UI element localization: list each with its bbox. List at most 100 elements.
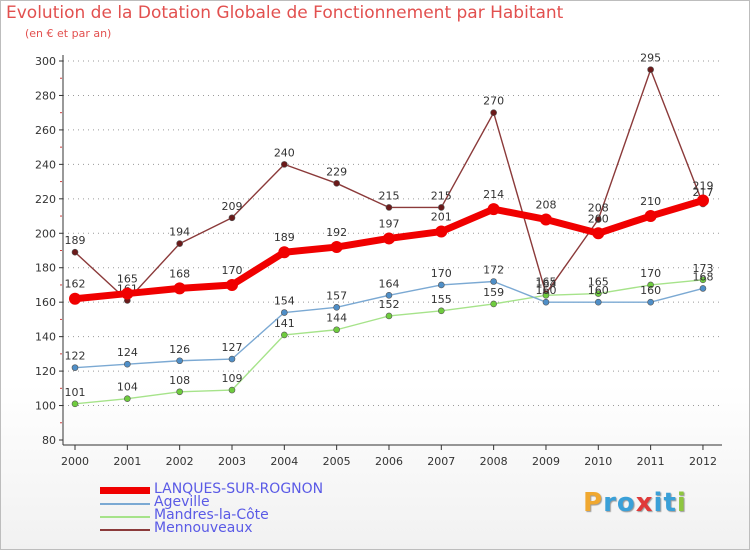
y-tick-label: 200 — [35, 227, 56, 240]
data-label-lanques-sur-rognon: 214 — [483, 188, 504, 201]
data-point-mandres-la-c-te — [228, 386, 236, 394]
legend-label-mandres: Mandres-la-Côte — [154, 507, 269, 523]
data-point-ageville — [385, 291, 393, 299]
data-point-ageville — [333, 304, 340, 311]
data-point-ageville — [281, 309, 288, 316]
x-tick-label: 2005 — [323, 455, 351, 468]
data-label-mennouveaux: 209 — [221, 200, 242, 213]
logo-letter: i — [676, 488, 687, 518]
x-tick-label: 2011 — [637, 455, 665, 468]
data-point-lanques-sur-rognon — [382, 232, 395, 245]
y-tick-label: 100 — [35, 400, 56, 413]
data-label-mennouveaux: 240 — [274, 146, 295, 159]
data-point-lanques-sur-rognon — [278, 246, 291, 259]
data-label-ageville: 157 — [326, 289, 347, 302]
data-label-mandres-la-c-te: 165 — [588, 276, 609, 289]
x-tick-label: 2003 — [218, 455, 246, 468]
data-point-lanques-sur-rognon — [173, 282, 186, 295]
x-tick-label: 2000 — [61, 455, 89, 468]
data-point-mennouveaux — [647, 66, 654, 73]
data-label-ageville: 168 — [692, 270, 713, 283]
data-point-mandres-la-c-te — [176, 388, 183, 396]
data-point-mandres-la-c-te — [124, 395, 131, 402]
data-label-ageville: 122 — [65, 350, 86, 363]
data-point-ageville — [542, 298, 550, 306]
legend-swatch-ageville — [100, 503, 150, 505]
logo-letter: r — [603, 488, 617, 518]
data-label-lanques-sur-rognon: 170 — [221, 264, 242, 277]
data-point-mandres-la-c-te — [385, 312, 393, 320]
data-point-mandres-la-c-te — [71, 400, 79, 408]
legend-swatch-mandres — [100, 516, 150, 518]
data-label-mandres-la-c-te: 155 — [431, 293, 452, 306]
chart-title: Evolution de la Dotation Globale de Fonc… — [6, 3, 564, 23]
data-label-ageville: 160 — [640, 284, 661, 297]
data-label-lanques-sur-rognon: 200 — [588, 212, 609, 225]
data-label-ageville: 127 — [221, 341, 242, 354]
data-label-mennouveaux: 215 — [378, 189, 399, 202]
x-tick-label: 2010 — [584, 455, 612, 468]
data-label-ageville: 154 — [274, 295, 295, 308]
data-point-lanques-sur-rognon — [539, 213, 552, 226]
data-point-ageville — [438, 281, 445, 289]
data-label-mandres-la-c-te: 141 — [274, 317, 295, 330]
legend-label-mennouveaux: Mennouveaux — [154, 520, 253, 536]
y-tick-label: 300 — [35, 55, 56, 68]
data-point-mandres-la-c-te — [542, 291, 550, 299]
data-label-mandres-la-c-te: 170 — [640, 267, 661, 280]
data-label-lanques-sur-rognon: 168 — [169, 267, 190, 280]
data-label-ageville: 160 — [535, 284, 556, 297]
x-tick-label: 2006 — [375, 455, 403, 468]
data-label-lanques-sur-rognon: 197 — [378, 217, 399, 230]
legend-swatch-lanques — [100, 487, 150, 494]
data-point-mennouveaux — [385, 204, 393, 211]
data-point-mennouveaux — [490, 109, 497, 116]
y-tick-label: 180 — [35, 262, 56, 275]
data-label-mandres-la-c-te: 109 — [221, 372, 242, 385]
data-point-mennouveaux — [71, 248, 79, 256]
data-label-mandres-la-c-te: 159 — [483, 286, 504, 299]
data-point-ageville — [228, 355, 236, 363]
data-label-ageville: 124 — [117, 346, 138, 359]
data-label-lanques-sur-rognon: 201 — [431, 211, 452, 224]
x-tick-label: 2004 — [270, 455, 298, 468]
data-label-mandres-la-c-te: 173 — [692, 262, 713, 275]
data-point-mandres-la-c-te — [333, 326, 340, 334]
data-label-mennouveaux: 217 — [692, 186, 713, 199]
data-label-mennouveaux: 189 — [65, 234, 86, 247]
x-tick-label: 2012 — [689, 455, 717, 468]
data-label-ageville: 164 — [378, 277, 399, 290]
data-label-mandres-la-c-te: 104 — [117, 381, 138, 394]
data-point-mennouveaux — [281, 161, 288, 168]
data-point-ageville — [647, 298, 654, 306]
data-label-ageville: 160 — [588, 284, 609, 297]
legend-label-ageville: Ageville — [154, 494, 210, 510]
data-point-mandres-la-c-te — [281, 331, 288, 339]
data-label-mennouveaux: 194 — [169, 226, 190, 239]
legend-label-lanques: LANQUES-SUR-ROGNON — [154, 481, 324, 497]
data-point-mennouveaux — [594, 216, 602, 223]
data-label-mennouveaux: 165 — [535, 276, 556, 289]
data-label-mandres-la-c-te: 144 — [326, 312, 347, 325]
x-tick-label: 2009 — [532, 455, 560, 468]
data-point-mandres-la-c-te — [594, 290, 602, 297]
series-line-mennouveaux — [74, 68, 704, 302]
data-point-mennouveaux — [176, 240, 183, 247]
data-label-lanques-sur-rognon: 165 — [117, 273, 138, 286]
logo-letter: P — [583, 488, 604, 518]
data-point-lanques-sur-rognon — [435, 225, 448, 238]
logo-letter: t — [663, 488, 677, 518]
x-tick-label: 2002 — [166, 455, 194, 468]
data-label-mennouveaux: 215 — [431, 189, 452, 202]
data-label-lanques-sur-rognon: 162 — [65, 278, 86, 291]
data-point-mandres-la-c-te — [647, 281, 654, 289]
data-label-lanques-sur-rognon: 210 — [640, 195, 661, 208]
data-point-mennouveaux — [333, 180, 340, 187]
data-point-ageville — [176, 357, 183, 365]
data-point-lanques-sur-rognon — [696, 194, 709, 207]
data-point-mennouveaux — [438, 204, 445, 211]
data-label-ageville: 170 — [431, 267, 452, 280]
data-label-lanques-sur-rognon: 208 — [535, 198, 556, 211]
